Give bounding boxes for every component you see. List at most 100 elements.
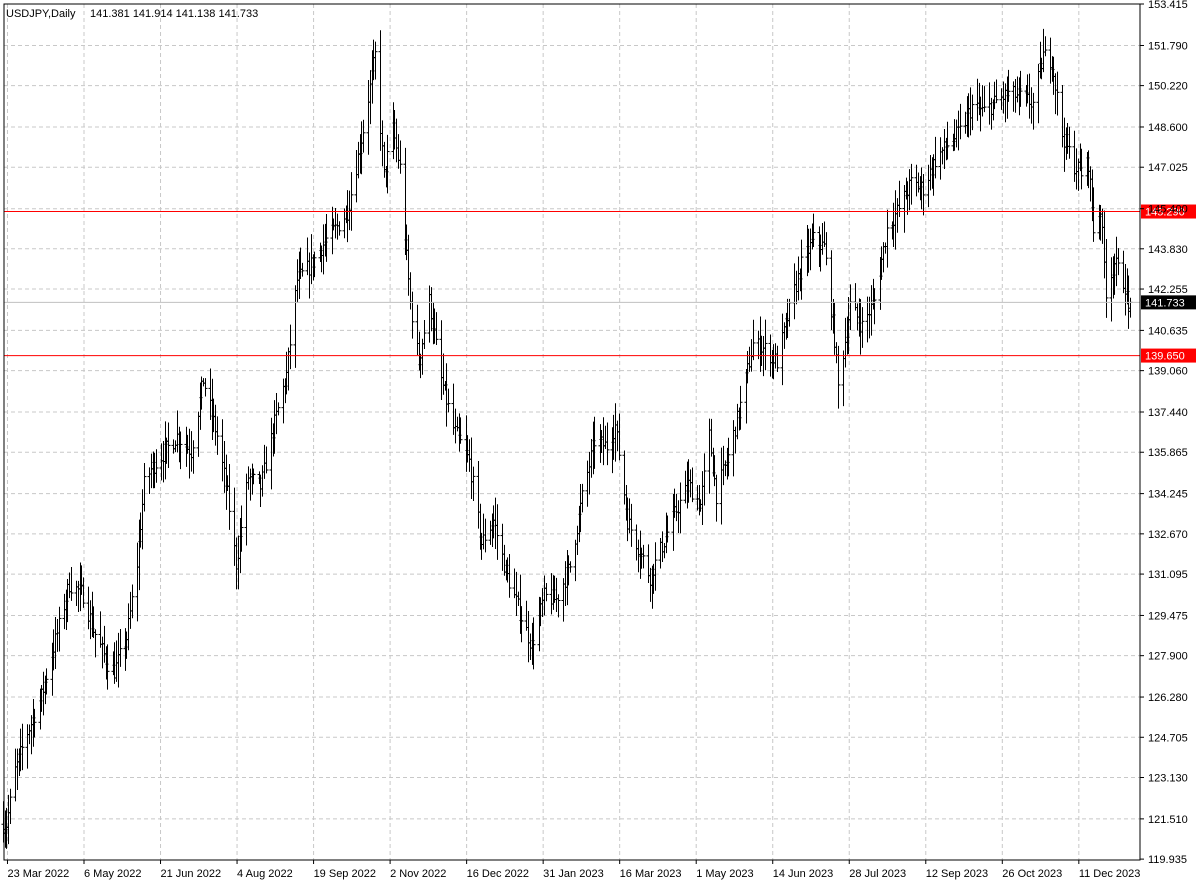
bars-layer [1,28,1133,849]
ohlc-bar [203,378,208,397]
y-tick-label: 153.415 [1148,0,1188,11]
y-tick-label: 148.600 [1148,122,1188,134]
ohlc-bar [982,86,987,113]
ohlc-bar [945,121,950,160]
ohlc-bar [897,180,902,218]
ohlc-bar [885,209,890,268]
levels-layer[interactable]: 141.733 145.290 139.650 [4,204,1196,363]
ohlc-bar [93,629,98,658]
ohlc-bar [422,320,427,349]
ohlc-bar [1043,36,1048,57]
ohlc-readout: 141.381 141.914 141.138 141.733 [90,8,258,20]
ohlc-bar [726,437,731,477]
ohlc-bar [361,119,366,153]
ohlc-bar [641,544,646,569]
y-tick-label: 121.510 [1148,814,1188,826]
ohlc-bar [665,515,670,543]
ohlc-bar [495,504,500,560]
x-tick-label: 4 Aug 2022 [237,868,293,880]
ohlc-bar [32,708,37,738]
x-tick-label: 28 Jul 2023 [849,868,906,880]
ohlc-bar [763,319,768,371]
ohlc-bar [288,324,293,370]
ohlc-bar [775,345,780,372]
ohlc-bar [507,553,512,598]
ohlc-bar [20,723,25,771]
y-tick-label: 119.935 [1148,854,1187,866]
ohlc-bar [69,567,74,601]
y-tick-label: 145.400 [1148,204,1188,216]
y-tick-label: 139.060 [1148,366,1188,378]
y-tick-label: 127.900 [1148,651,1188,663]
x-tick-label: 6 May 2022 [84,868,141,880]
ohlc-bar [8,788,13,824]
x-tick-label: 16 Dec 2022 [467,868,529,880]
ohlc-bar [519,606,524,643]
chart-header: USDJPY,Daily 141.381 141.914 141.138 141… [6,8,258,20]
y-tick-label: 150.220 [1148,81,1188,93]
ohlc-bar [154,449,159,483]
ohlc-bar [921,174,926,216]
y-tick-label: 129.475 [1148,610,1188,622]
y-tick-label: 135.865 [1148,447,1188,459]
symbol-label: USDJPY,Daily [6,8,76,20]
current-price-tag [1141,295,1196,310]
time-axis[interactable]: 23 Mar 2022 6 May 2022 21 Jun 2022 4 Aug 20… [6,860,1140,880]
ohlc-bar [860,307,865,348]
level-price-label: 145.290 [1145,207,1185,219]
ohlc-bar [239,505,244,552]
ohlc-bar [398,140,403,174]
ohlc-bar [811,213,816,247]
ohlc-bar [592,416,597,469]
ohlc-bar [1079,148,1084,190]
ohlc-bar [142,463,147,512]
y-tick-label: 134.245 [1148,489,1188,501]
price-axis[interactable]: 153.415 151.790 150.220 148.600 147.025 145.4… [1140,0,1188,866]
ohlc-bar [653,542,658,591]
y-tick-label: 151.790 [1148,41,1188,53]
ohlc-bar [556,594,561,618]
ohlc-bar [933,136,938,179]
x-tick-label: 23 Mar 2022 [7,868,69,880]
ohlc-bar [702,453,707,506]
ohlc-bar [471,466,476,501]
ohlc-bar [276,402,281,416]
ohlc-bar [385,134,390,194]
ohlc-bar [215,416,220,455]
ohlc-bar [799,239,804,300]
level-price-label: 139.650 [1145,351,1185,363]
ohlc-bar [337,221,342,236]
ohlc-bar [958,103,963,140]
ohlc-bar [617,413,622,461]
ohlc-bar [605,422,610,466]
ohlc-bar [44,668,49,695]
ohlc-bar [166,422,171,468]
ohlc-bar [446,388,451,413]
x-tick-label: 14 Jun 2023 [773,868,834,880]
ohlc-bar [872,288,877,325]
x-tick-label: 19 Sep 2022 [314,868,376,880]
ohlc-bar [1018,70,1023,107]
ohlc-bar [714,474,719,522]
x-tick-label: 16 Mar 2023 [620,868,682,880]
x-tick-label: 2 Nov 2022 [390,868,446,880]
ohlc-bar [227,464,232,530]
ohlc-bar [751,319,756,361]
plot-frame [3,3,1141,861]
ohlc-bar [678,482,683,534]
y-tick-label: 126.280 [1148,692,1188,704]
y-tick-label: 147.025 [1148,162,1188,174]
ohlc-bar [580,483,585,513]
ohlc-bar [118,628,123,667]
ohlc-bar [264,446,269,474]
y-tick-label: 140.635 [1148,325,1188,337]
y-tick-label: 132.670 [1148,529,1188,541]
ohlc-bar [970,94,975,131]
ohlc-bar [57,606,62,652]
level-price-tag [1141,204,1196,219]
ohlc-bar [1006,69,1011,102]
ohlc-bar [324,214,329,262]
ohlc-bar [1091,187,1096,242]
ohlc-bar [1104,238,1109,318]
